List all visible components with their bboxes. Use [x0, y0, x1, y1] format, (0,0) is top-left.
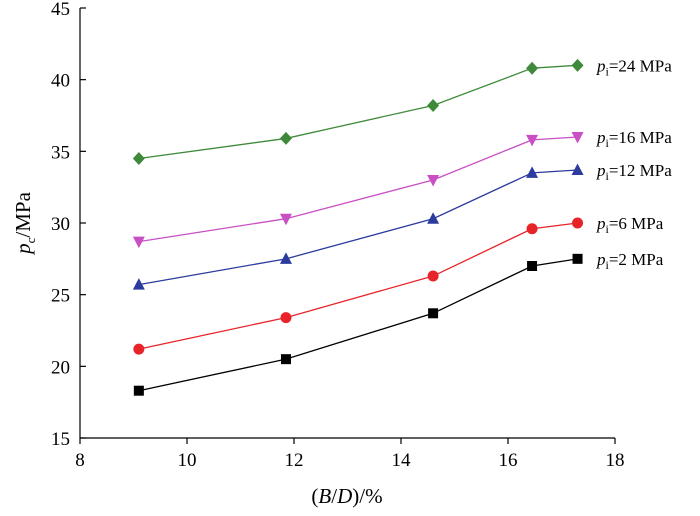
ylabel-main: p: [11, 243, 35, 256]
data-point: [571, 58, 584, 72]
data-point: [280, 312, 292, 324]
ticks: 8 10 12 14 16 18 15 20 25 30 35 40 45: [51, 0, 625, 471]
y-tick-label: 15: [51, 429, 70, 450]
series-markers: [132, 58, 584, 396]
ylabel-rest: /MPa: [11, 191, 35, 237]
y-tick-label: 35: [51, 142, 70, 163]
legend-label-3: pi=12 MPa: [596, 161, 672, 183]
x-tick-label: 10: [178, 450, 197, 471]
x-tick-label: 16: [499, 450, 518, 471]
legend-label-5: pi=24 MPa: [596, 56, 672, 78]
xlabel-slash: /: [331, 484, 337, 508]
data-point: [527, 261, 538, 271]
data-point: [572, 217, 584, 229]
series-line-1: [138, 258, 578, 392]
data-point: [427, 270, 439, 282]
y-tick-label: 25: [51, 286, 70, 307]
legend: pi=2 MPa pi=6 MPa pi=12 MPa pi=16 MPa pi=24 …: [596, 56, 672, 272]
y-tick-label: 45: [51, 0, 70, 20]
legend-label-4: pi=16 MPa: [596, 128, 672, 150]
y-axis-label: pc/MPa: [11, 191, 38, 255]
x-tick-label: 18: [606, 450, 625, 471]
series-line-2: [138, 222, 578, 350]
x-tick-label: 12: [285, 450, 304, 471]
x-axis-label: (B/D)/%: [311, 484, 382, 508]
legend-label-1: pi=2 MPa: [596, 250, 664, 272]
data-point: [279, 252, 292, 264]
y-tick-label: 30: [51, 214, 70, 235]
data-point: [132, 152, 145, 165]
data-point: [526, 61, 539, 75]
data-point: [526, 134, 539, 147]
y-tick-label: 20: [51, 357, 70, 378]
data-point: [133, 343, 145, 355]
x-tick-label: 14: [392, 450, 412, 471]
data-point: [279, 131, 292, 145]
data-point: [427, 98, 440, 112]
data-point: [428, 308, 439, 319]
data-point: [280, 354, 291, 365]
data-point: [571, 132, 584, 144]
legend-label-2: pi=6 MPa: [596, 214, 664, 236]
data-point: [571, 163, 584, 175]
xlabel-close: )/%: [352, 484, 382, 508]
data-point: [572, 253, 583, 264]
series-line-4: [138, 136, 578, 243]
series-line-5: [138, 64, 578, 160]
data-point: [132, 236, 145, 249]
ylabel-sub: c: [23, 237, 38, 243]
data-point: [132, 278, 145, 290]
data-point: [427, 175, 440, 187]
x-tick-label: 8: [75, 450, 85, 471]
data-point: [133, 385, 144, 396]
series-lines: [138, 64, 578, 392]
y-tick-label: 40: [51, 71, 70, 92]
data-point: [526, 166, 539, 178]
xlabel-b: B: [318, 484, 331, 508]
data-point: [526, 223, 538, 235]
data-point: [279, 213, 292, 226]
data-point: [427, 212, 440, 224]
series-line-3: [138, 169, 578, 286]
xlabel-d: D: [336, 484, 352, 508]
xlabel-open: (: [311, 484, 318, 508]
